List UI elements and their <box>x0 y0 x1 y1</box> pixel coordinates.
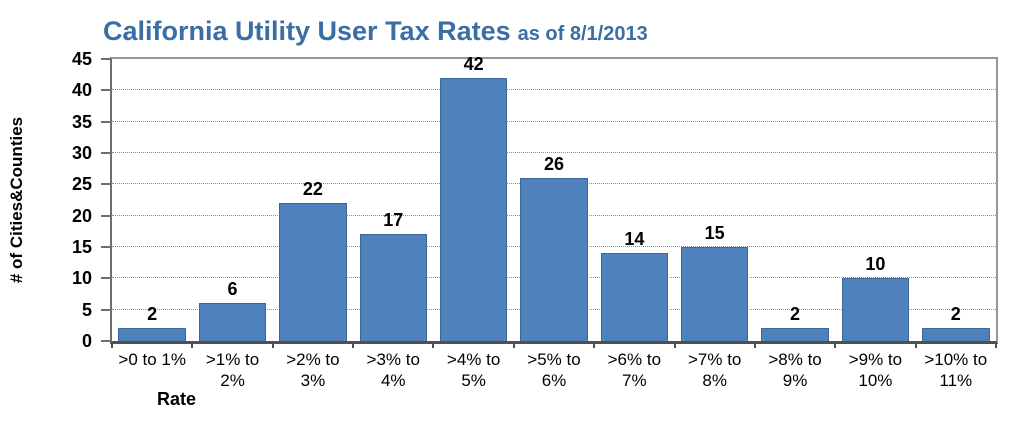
bar-column: 15 <box>675 59 755 341</box>
bar <box>359 234 427 341</box>
y-axis-tick-label: 15 <box>71 237 92 257</box>
x-axis-category-label: >4% to 5% <box>446 350 501 390</box>
bar-column: 10 <box>835 59 915 341</box>
y-tick-mark <box>101 183 110 186</box>
x-tick-mark <box>513 342 515 348</box>
bar <box>600 253 669 341</box>
x-axis-title: Rate <box>157 389 197 409</box>
x-tick-mark <box>432 342 434 348</box>
x-axis-category-label: >2% to 3% <box>286 350 340 390</box>
bar-columns: 2 6 22 17 42 26 14 15 2 10 2 <box>112 54 996 341</box>
bar-column: 2 <box>755 59 835 341</box>
x-tick-mark <box>272 342 274 348</box>
y-tick-mark <box>101 58 110 60</box>
bar-value-label: 10 <box>865 254 886 275</box>
x-axis-category-label: >10% to 11% <box>924 350 988 390</box>
bar <box>118 328 186 341</box>
gridline <box>112 89 996 91</box>
y-axis-tick-label: 40 <box>71 80 92 101</box>
bar-column: 22 <box>273 59 353 341</box>
x-axis-category-label: >1% to 2% <box>205 350 260 390</box>
bar <box>922 328 990 341</box>
bar-column: 14 <box>594 59 674 341</box>
y-tick-mark <box>101 152 110 154</box>
x-axis-category-label: >5% to 6% <box>527 350 581 390</box>
bar-value-label: 14 <box>624 229 645 250</box>
x-axis-labels: >0 to 1% >1% to 2% >2% to 3% >3% to 4% >4% to 5%… <box>112 349 996 391</box>
y-tick-mark <box>101 277 110 280</box>
bar <box>761 328 829 341</box>
bar-value-label: 6 <box>227 279 238 300</box>
x-tick-mark <box>352 342 354 348</box>
bar <box>680 247 749 341</box>
x-tick-mark <box>915 342 917 348</box>
bar-column: 17 <box>353 59 433 341</box>
bar-column: 26 <box>514 59 594 341</box>
y-tick-mark <box>101 308 110 311</box>
x-axis-category-label: >8% to 9% <box>768 350 822 390</box>
y-tick-mark <box>101 340 110 342</box>
y-tick-mark <box>101 214 110 217</box>
x-axis-category-label: >7% to 8% <box>687 350 742 390</box>
bar <box>439 77 508 341</box>
x-tick-mark <box>674 342 676 348</box>
x-tick-mark <box>111 342 113 348</box>
y-axis-tick-label: 35 <box>71 111 92 132</box>
plot-area: 2 6 22 17 42 26 14 15 2 10 2 <box>110 54 998 344</box>
y-tick-mark <box>101 120 110 123</box>
y-tick-mark <box>101 89 110 92</box>
y-axis-tick-label: 45 <box>71 49 92 69</box>
bar-value-label: 2 <box>950 304 961 325</box>
bar <box>520 178 588 341</box>
chart-title-main: California Utility User Tax Rates <box>103 16 511 46</box>
bar-column: 2 <box>916 59 996 341</box>
gridline <box>112 152 996 153</box>
bar <box>198 303 267 341</box>
gridline <box>112 120 996 122</box>
x-tick-mark <box>754 342 756 348</box>
y-axis-tick-label: 20 <box>71 205 92 226</box>
bar <box>279 203 347 341</box>
y-axis-tick-label: 25 <box>71 174 92 195</box>
chart-title-suffix: as of 8/1/2013 <box>517 23 648 45</box>
x-tick-mark <box>191 342 193 348</box>
bar-column: 2 <box>112 59 192 341</box>
y-tick-mark <box>101 246 110 248</box>
bar-value-label: 2 <box>147 304 158 325</box>
bar-value-label: 26 <box>543 154 564 175</box>
bar-column: 6 <box>192 59 272 341</box>
x-axis-category-label: >3% to 4% <box>366 350 420 390</box>
y-axis-title-text: # of Cities&Counties <box>7 116 26 284</box>
bar-value-label: 22 <box>302 179 323 200</box>
x-tick-mark <box>834 342 836 348</box>
bar-value-label: 2 <box>790 304 801 325</box>
x-axis-category-label: >9% to 10% <box>848 350 903 390</box>
chart-title: California Utility User Tax Rates as of 8… <box>103 16 648 47</box>
y-axis-tick-label: 10 <box>71 268 92 289</box>
bar-column: 42 <box>433 54 513 341</box>
x-axis-category-label: >0 to 1% <box>118 350 186 369</box>
bar-value-label: 15 <box>704 223 725 243</box>
y-axis-tick-label: 5 <box>81 299 92 320</box>
x-tick-mark <box>593 342 595 348</box>
bar-value-label: 17 <box>383 210 404 231</box>
bar <box>841 278 910 341</box>
x-axis-category-label: >6% to 7% <box>607 350 662 390</box>
y-axis-tick-label: 0 <box>81 331 92 351</box>
y-axis-tick-label: 30 <box>71 143 92 163</box>
bar-value-label: 42 <box>463 53 484 74</box>
x-tick-mark <box>995 342 997 348</box>
